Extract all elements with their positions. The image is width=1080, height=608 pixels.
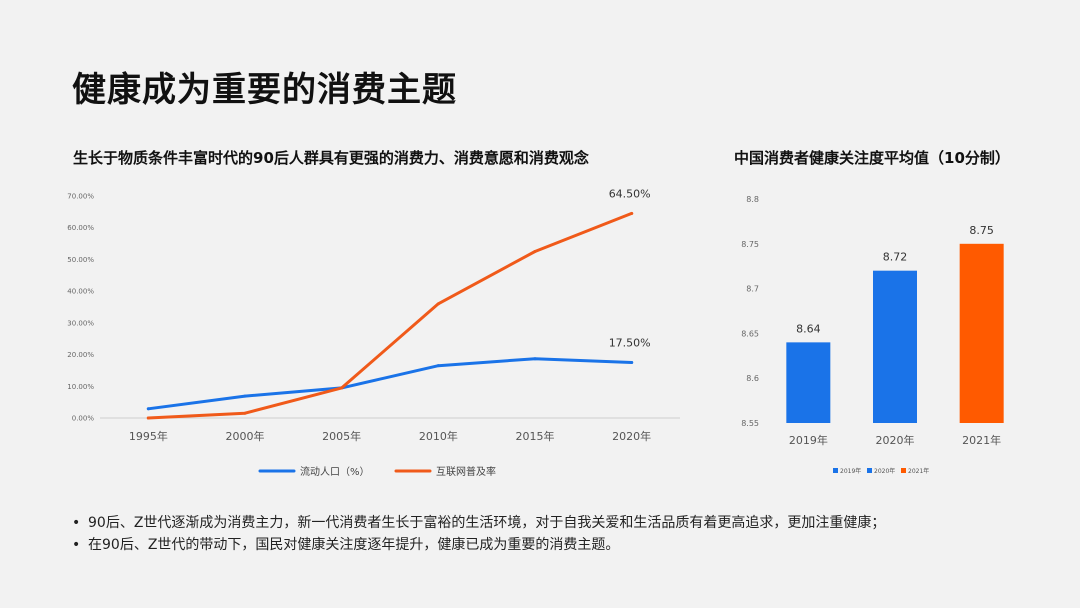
- y-tick-label: 8.75: [741, 240, 759, 249]
- end-value-label: 64.50%: [609, 187, 651, 200]
- summary-bullets: 90后、Z世代逐渐成为消费主力，新一代消费者生长于富裕的生活环境，对于自我关爱和…: [72, 512, 885, 556]
- data-point: [340, 386, 344, 390]
- series-line-2: [146, 211, 634, 420]
- bar-chart-title: 中国消费者健康关注度平均值（10分制）: [734, 149, 1010, 167]
- legend-label: 2019年: [840, 467, 861, 475]
- y-tick-label: 50.00%: [67, 256, 94, 264]
- bar-2019年: [786, 342, 831, 423]
- data-point: [146, 416, 150, 420]
- y-tick-label: 70.00%: [67, 193, 94, 201]
- bullet-item: 90后、Z世代逐渐成为消费主力，新一代消费者生长于富裕的生活环境，对于自我关爱和…: [72, 512, 885, 534]
- x-tick-label: 1995年: [129, 429, 168, 443]
- y-tick-label: 20.00%: [67, 351, 94, 359]
- bar-2020年: [873, 270, 917, 423]
- y-tick-label: 8.7: [746, 285, 759, 294]
- legend-swatch: [833, 468, 838, 473]
- data-point: [243, 411, 247, 415]
- y-tick-label: 8.65: [741, 329, 759, 338]
- legend-label: 2021年: [908, 467, 929, 475]
- bar-chart: 8.55 8.6 8.65 8.7 8.75 8.8 8.64 2019年 8.72 2020年 8…: [741, 195, 1004, 475]
- legend-swatch: [867, 468, 872, 473]
- legend-label: 流动人口（%）: [300, 465, 370, 478]
- data-point: [533, 357, 537, 361]
- bar-2021年: [959, 243, 1004, 423]
- x-tick-label: 2015年: [516, 429, 555, 443]
- data-point: [436, 364, 440, 368]
- bullet-item: 在90后、Z世代的带动下，国民对健康关注度逐年提升，健康已成为重要的消费主题。: [72, 534, 885, 556]
- x-tick-label: 2005年: [322, 429, 361, 443]
- x-tick-label: 2019年: [789, 433, 828, 447]
- data-point: [243, 394, 247, 398]
- y-tick-label: 30.00%: [67, 319, 94, 327]
- data-point: [533, 250, 537, 253]
- x-tick-label: 2020年: [876, 433, 915, 447]
- y-tick-label: 8.8: [746, 195, 759, 204]
- line-chart: 0.00% 10.00% 20.00% 30.00% 40.00% 50.00% 60.00…: [67, 187, 680, 478]
- data-point: [436, 302, 440, 306]
- end-value-label: 17.50%: [609, 337, 651, 350]
- x-tick-label: 2021年: [962, 433, 1001, 447]
- y-tick-label: 60.00%: [67, 224, 94, 232]
- page-title: 健康成为重要的消费主题: [72, 70, 457, 110]
- legend-label: 2020年: [874, 467, 895, 475]
- y-tick-label: 10.00%: [67, 383, 94, 391]
- series-line-1: [146, 357, 634, 411]
- data-point: [146, 407, 150, 411]
- data-point: [630, 361, 634, 364]
- x-tick-label: 2020年: [612, 429, 651, 443]
- bar-value-label: 8.64: [796, 322, 821, 335]
- bar-value-label: 8.72: [883, 251, 908, 264]
- legend-label: 互联网普及率: [436, 465, 496, 478]
- data-point: [630, 211, 634, 215]
- legend-swatch: [901, 468, 906, 473]
- x-tick-label: 2010年: [419, 429, 458, 443]
- line-chart-title: 生长于物质条件丰富时代的90后人群具有更强的消费力、消费意愿和消费观念: [73, 149, 589, 167]
- y-tick-label: 0.00%: [72, 415, 95, 423]
- y-tick-label: 40.00%: [67, 288, 94, 296]
- y-tick-label: 8.55: [741, 419, 759, 428]
- y-tick-label: 8.6: [746, 374, 759, 383]
- x-tick-label: 2000年: [226, 429, 265, 443]
- bar-value-label: 8.75: [969, 224, 994, 237]
